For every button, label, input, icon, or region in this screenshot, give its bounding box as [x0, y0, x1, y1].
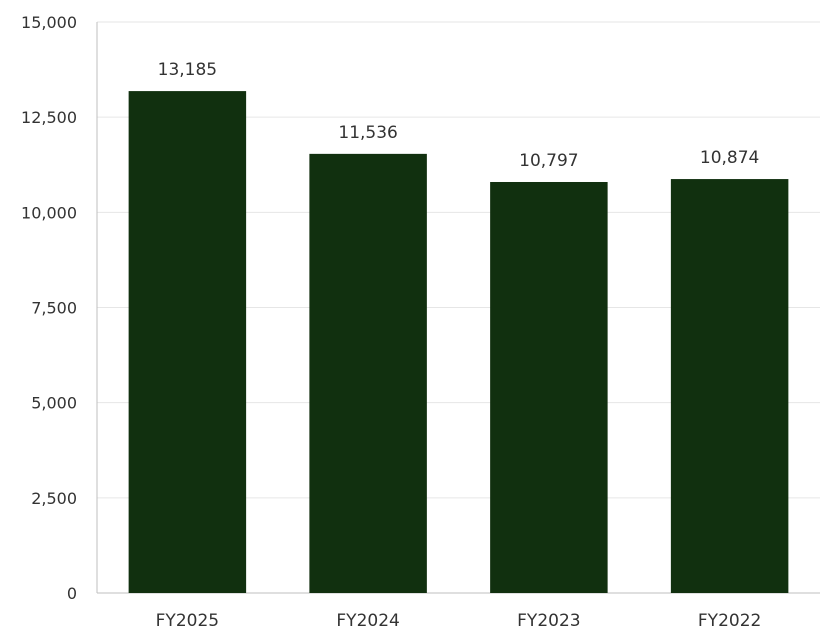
x-tick-label-FY2023: FY2023 — [517, 611, 580, 631]
y-tick-label: 5,000 — [31, 394, 77, 413]
bar-FY2022 — [670, 179, 789, 594]
bar-FY2023 — [490, 181, 608, 593]
bar-FY2025 — [128, 91, 247, 593]
bar-FY2024 — [309, 153, 427, 594]
data-label-FY2023: 10,797 — [519, 151, 578, 171]
y-tick-label: 10,000 — [21, 203, 77, 222]
data-label-FY2025: 13,185 — [158, 60, 217, 80]
data-label-FY2024: 11,536 — [338, 123, 397, 143]
y-tick-label: 15,000 — [21, 13, 77, 32]
y-tick-label: 0 — [67, 584, 77, 603]
x-tick-label-FY2022: FY2022 — [698, 611, 761, 631]
y-tick-label: 2,500 — [31, 489, 77, 508]
bars — [128, 91, 789, 594]
labels: 0 2,500 5,000 7,500 10,000 12,500 15,000 13,185… — [21, 13, 761, 631]
x-tick-label-FY2024: FY2024 — [336, 611, 399, 631]
y-tick-label: 12,500 — [21, 108, 77, 127]
y-tick-label: 7,500 — [31, 299, 77, 318]
x-tick-label-FY2025: FY2025 — [156, 611, 219, 631]
data-label-FY2022: 10,874 — [700, 148, 759, 168]
